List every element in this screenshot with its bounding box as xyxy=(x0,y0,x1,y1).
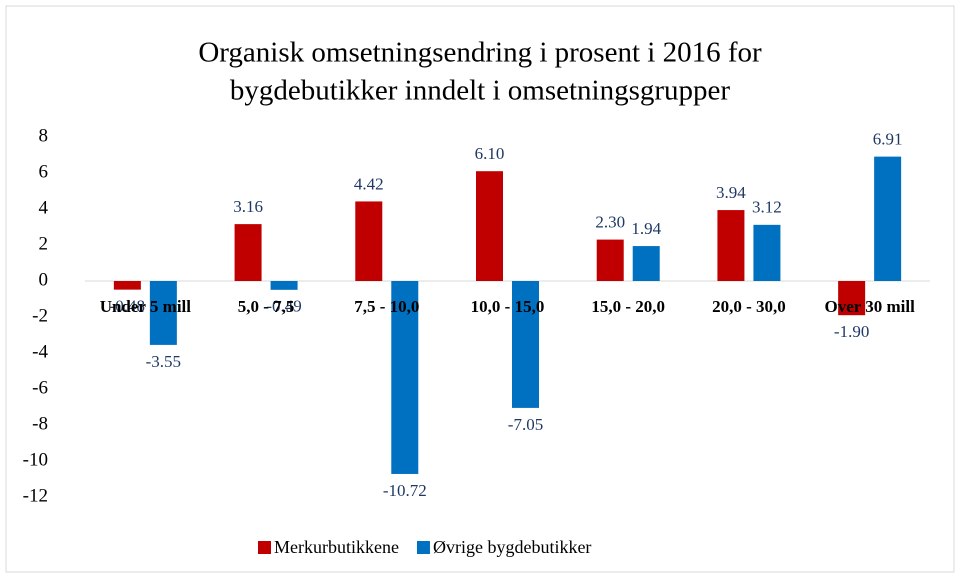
y-tick-label: -10 xyxy=(23,449,48,470)
y-tick-label: 2 xyxy=(39,233,49,254)
bar xyxy=(838,281,866,316)
data-label: 3.16 xyxy=(233,197,263,216)
bar xyxy=(270,281,298,290)
data-label: 3.94 xyxy=(716,183,746,202)
bar xyxy=(596,239,624,281)
x-tick-label: 10,0 - 15,0 xyxy=(471,297,545,316)
legend-swatch xyxy=(258,541,271,554)
bar xyxy=(476,171,503,281)
data-label: -10.72 xyxy=(383,481,427,500)
x-tick-label: 20,0 - 30,0 xyxy=(712,297,786,316)
legend-swatch xyxy=(416,541,430,554)
data-label: 6.91 xyxy=(873,130,903,149)
x-tick-label: Under 5 mill xyxy=(100,297,192,316)
x-tick-label: 7,5 - 10,0 xyxy=(354,297,419,316)
bar xyxy=(512,281,539,408)
bar xyxy=(355,201,383,281)
chart-title: Organisk omsetningsendring i prosent i 2… xyxy=(198,37,762,69)
y-tick-label: -12 xyxy=(23,485,48,506)
bar xyxy=(632,246,660,281)
data-label: -0.49 xyxy=(266,297,301,316)
y-tick-label: -6 xyxy=(32,377,48,398)
data-label: -3.55 xyxy=(146,352,181,371)
y-tick-label: 8 xyxy=(39,125,49,146)
data-label: -0.48 xyxy=(110,297,145,316)
y-tick-label: -4 xyxy=(32,341,48,362)
data-label: 2.30 xyxy=(595,213,625,232)
x-tick-label: 5,0 - 7,5 xyxy=(238,297,295,316)
bar xyxy=(717,210,745,281)
x-tick-label: Over 30 mill xyxy=(824,297,915,316)
y-tick-label: 6 xyxy=(39,161,49,182)
bar xyxy=(391,281,419,474)
data-label: 4.42 xyxy=(354,174,384,193)
legend-label: Øvrige bygdebutikker xyxy=(433,537,591,557)
y-tick-label: 4 xyxy=(39,197,49,218)
y-tick-label: -2 xyxy=(32,305,48,326)
bar xyxy=(753,224,781,281)
data-label: 1.94 xyxy=(631,219,661,238)
legend-label: Merkurbutikkene xyxy=(274,537,399,557)
data-label: -7.05 xyxy=(508,415,543,434)
bar xyxy=(874,156,902,281)
x-tick-label: 15,0 - 20,0 xyxy=(591,297,665,316)
bar xyxy=(149,281,177,345)
bar xyxy=(113,281,141,290)
data-label: 3.12 xyxy=(752,198,782,217)
data-label: 6.10 xyxy=(475,144,505,163)
data-label: -1.90 xyxy=(834,322,869,341)
y-tick-label: -8 xyxy=(32,413,48,434)
y-tick-label: 0 xyxy=(39,269,49,290)
chart-title: bygdebutikker inndelt i omsetningsgruppe… xyxy=(230,75,731,107)
bar xyxy=(234,224,262,281)
